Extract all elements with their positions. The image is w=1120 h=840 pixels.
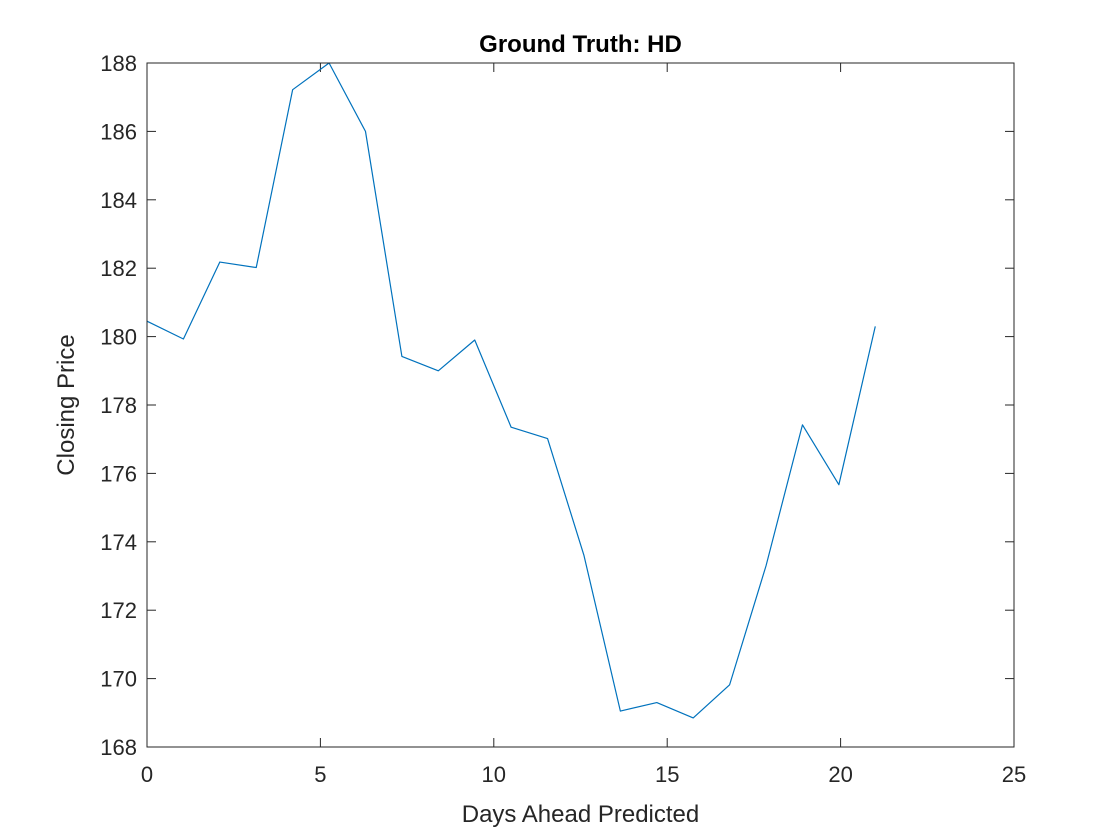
y-tick-label: 184 xyxy=(100,188,137,213)
y-axis-label: Closing Price xyxy=(53,334,80,475)
y-tick-label: 174 xyxy=(100,530,137,555)
y-tick-label: 168 xyxy=(100,735,137,760)
x-tick-labels: 0 5 10 15 20 25 xyxy=(141,762,1026,787)
y-tick-label: 188 xyxy=(100,51,137,76)
x-tick-label: 10 xyxy=(482,762,506,787)
series-line xyxy=(146,62,876,719)
y-tick-label: 182 xyxy=(100,256,137,281)
x-tick-label: 0 xyxy=(141,762,153,787)
y-tick-label: 176 xyxy=(100,461,137,486)
chart-title: Ground Truth: HD xyxy=(479,31,682,58)
series-layer xyxy=(146,62,876,719)
plot-area xyxy=(147,63,1014,747)
y-tick-labels: 168 170 172 174 176 178 180 182 184 186 188 xyxy=(100,51,137,760)
x-tick-label: 20 xyxy=(828,762,852,787)
x-axis-label: Days Ahead Predicted xyxy=(462,801,699,828)
y-tick-label: 180 xyxy=(100,325,137,350)
y-tick-label: 186 xyxy=(100,119,137,144)
y-tick-label: 170 xyxy=(100,667,137,692)
y-tick-label: 178 xyxy=(100,393,137,418)
x-tick-label: 15 xyxy=(655,762,679,787)
x-tick-label: 5 xyxy=(314,762,326,787)
plot-frame xyxy=(146,62,1015,748)
x-tick-label: 25 xyxy=(1002,762,1026,787)
y-tick-label: 172 xyxy=(100,598,137,623)
